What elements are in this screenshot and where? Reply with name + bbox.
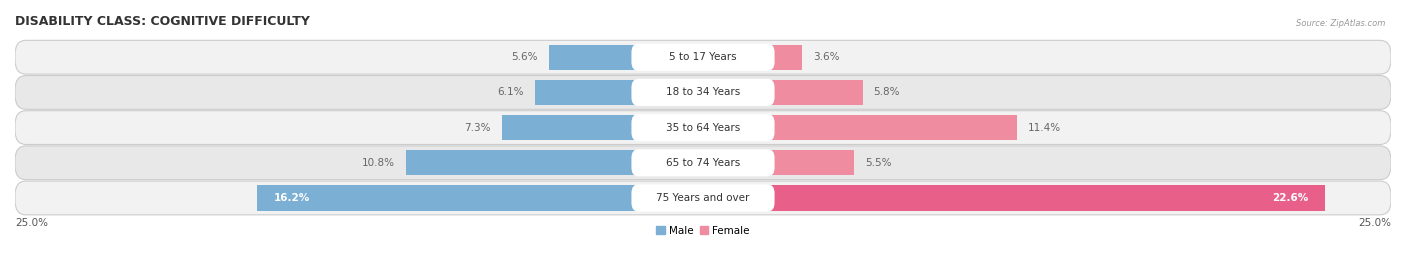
- Bar: [406, 150, 703, 176]
- Text: 5.6%: 5.6%: [512, 52, 538, 62]
- Bar: [536, 80, 703, 105]
- Bar: [703, 150, 855, 176]
- Bar: [703, 45, 801, 70]
- Text: 5.8%: 5.8%: [873, 87, 900, 97]
- FancyBboxPatch shape: [15, 76, 1391, 109]
- Text: 6.1%: 6.1%: [498, 87, 524, 97]
- Bar: [257, 185, 703, 211]
- Bar: [703, 185, 1324, 211]
- Legend: Male, Female: Male, Female: [657, 226, 749, 236]
- FancyBboxPatch shape: [631, 149, 775, 176]
- Text: 18 to 34 Years: 18 to 34 Years: [666, 87, 740, 97]
- Text: 7.3%: 7.3%: [464, 123, 491, 133]
- Text: 10.8%: 10.8%: [361, 158, 395, 168]
- Text: 5.5%: 5.5%: [865, 158, 891, 168]
- Bar: [502, 115, 703, 140]
- Text: DISABILITY CLASS: COGNITIVE DIFFICULTY: DISABILITY CLASS: COGNITIVE DIFFICULTY: [15, 15, 309, 28]
- FancyBboxPatch shape: [631, 44, 775, 71]
- Text: 3.6%: 3.6%: [813, 52, 839, 62]
- FancyBboxPatch shape: [15, 181, 1391, 215]
- Text: 65 to 74 Years: 65 to 74 Years: [666, 158, 740, 168]
- FancyBboxPatch shape: [631, 184, 775, 211]
- Text: Source: ZipAtlas.com: Source: ZipAtlas.com: [1295, 19, 1385, 28]
- Text: 35 to 64 Years: 35 to 64 Years: [666, 123, 740, 133]
- FancyBboxPatch shape: [15, 40, 1391, 74]
- FancyBboxPatch shape: [631, 114, 775, 141]
- Text: 25.0%: 25.0%: [1358, 218, 1391, 228]
- Text: 16.2%: 16.2%: [274, 193, 309, 203]
- Text: 75 Years and over: 75 Years and over: [657, 193, 749, 203]
- Text: 11.4%: 11.4%: [1028, 123, 1062, 133]
- FancyBboxPatch shape: [15, 146, 1391, 180]
- Bar: [703, 80, 863, 105]
- Text: 25.0%: 25.0%: [15, 218, 48, 228]
- FancyBboxPatch shape: [631, 79, 775, 106]
- Text: 22.6%: 22.6%: [1272, 193, 1309, 203]
- Bar: [703, 115, 1017, 140]
- FancyBboxPatch shape: [15, 111, 1391, 144]
- Text: 5 to 17 Years: 5 to 17 Years: [669, 52, 737, 62]
- Bar: [548, 45, 703, 70]
